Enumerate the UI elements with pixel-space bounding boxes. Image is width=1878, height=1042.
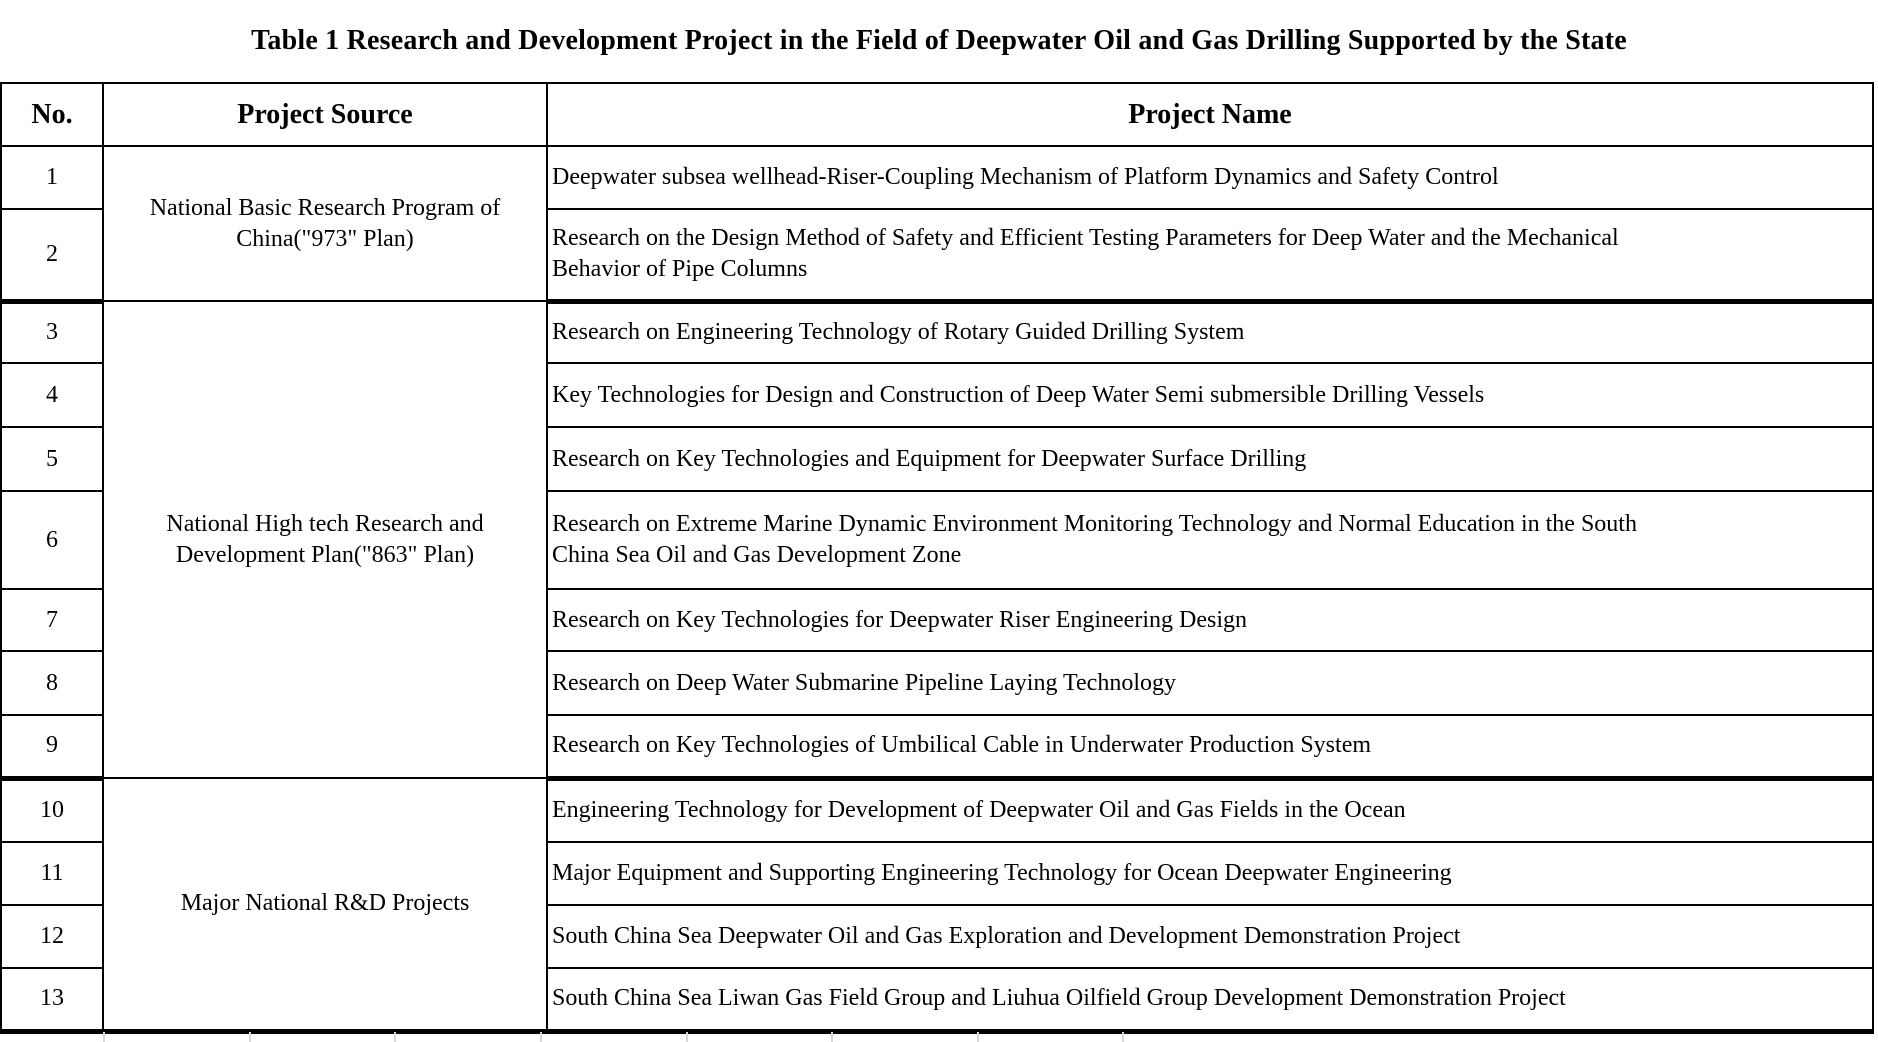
table-row: 7 Research on Key Technologies for Deepw… <box>0 588 1874 652</box>
rd-projects-table: No. Project Source Project Name 1 Nation… <box>0 82 1874 1034</box>
project-name-cell: Major Equipment and Supporting Engineeri… <box>546 841 1874 906</box>
table-row: 3 National High tech Research and Develo… <box>0 300 1874 779</box>
gridline-tick <box>831 1032 833 1042</box>
project-name-cell: South China Sea Liwan Gas Field Group an… <box>546 967 1874 1032</box>
table-row: 9 Research on Key Technologies of Umbili… <box>0 714 1874 781</box>
table-row: 11 Major Equipment and Supporting Engine… <box>0 841 1874 906</box>
table-row: 10 Major National R&D Projects Engineeri… <box>0 777 1874 1032</box>
no-cell: 11 <box>0 841 104 906</box>
project-name-cell: Research on Extreme Marine Dynamic Envir… <box>546 490 1874 590</box>
gridline-tick <box>394 1032 396 1042</box>
table-row: 5 Research on Key Technologies and Equip… <box>0 426 1874 492</box>
project-name-cell: Research on Key Technologies for Deepwat… <box>546 588 1874 652</box>
table-row: 13 South China Sea Liwan Gas Field Group… <box>0 967 1874 1032</box>
no-cell: 1 <box>0 145 104 210</box>
project-name-cell: Key Technologies for Design and Construc… <box>546 362 1874 428</box>
no-cell: 7 <box>0 588 104 652</box>
project-name-cell: Research on Engineering Technology of Ro… <box>546 300 1874 364</box>
gridline-tick <box>1122 1032 1124 1042</box>
project-name-cell: Research on Key Technologies and Equipme… <box>546 426 1874 492</box>
project-name-cell: Research on the Design Method of Safety … <box>546 208 1874 304</box>
no-cell: 3 <box>0 300 104 364</box>
source-cell-973-plan: National Basic Research Program of China… <box>102 145 548 302</box>
table-row: 12 South China Sea Deepwater Oil and Gas… <box>0 904 1874 969</box>
header-cell-no: No. <box>0 82 104 147</box>
no-cell: 10 <box>0 777 104 843</box>
table-row: 8 Research on Deep Water Submarine Pipel… <box>0 650 1874 716</box>
no-cell: 8 <box>0 650 104 716</box>
project-name-cell: Research on Key Technologies of Umbilica… <box>546 714 1874 781</box>
no-cell: 13 <box>0 967 104 1032</box>
gridline-tick <box>103 1032 105 1042</box>
gridline-tick <box>540 1032 542 1042</box>
table-row: 1 National Basic Research Program of Chi… <box>0 145 1874 302</box>
no-cell: 6 <box>0 490 104 590</box>
no-cell: 12 <box>0 904 104 969</box>
table-row: 6 Research on Extreme Marine Dynamic Env… <box>0 490 1874 590</box>
source-cell-major-national-rd: Major National R&D Projects <box>102 777 548 1032</box>
cropped-next-table-gridlines <box>0 1032 1878 1042</box>
gridline-tick <box>977 1032 979 1042</box>
no-cell: 9 <box>0 714 104 781</box>
no-cell: 5 <box>0 426 104 492</box>
gridline-tick <box>249 1032 251 1042</box>
table-row: 4 Key Technologies for Design and Constr… <box>0 362 1874 428</box>
project-name-cell: Research on Deep Water Submarine Pipelin… <box>546 650 1874 716</box>
header-cell-project-source: Project Source <box>102 82 548 147</box>
project-name-cell: South China Sea Deepwater Oil and Gas Ex… <box>546 904 1874 969</box>
page-title: Table 1 Research and Development Project… <box>251 25 1627 56</box>
header-cell-project-name: Project Name <box>546 82 1874 147</box>
table-header-row: No. Project Source Project Name <box>0 82 1874 147</box>
source-cell-863-plan: National High tech Research and Developm… <box>102 300 548 779</box>
project-name-cell: Deepwater subsea wellhead-Riser-Coupling… <box>546 145 1874 210</box>
gridline-tick <box>686 1032 688 1042</box>
no-cell: 4 <box>0 362 104 428</box>
project-name-cell: Engineering Technology for Development o… <box>546 777 1874 843</box>
no-cell: 2 <box>0 208 104 304</box>
table-row: 2 Research on the Design Method of Safet… <box>0 208 1874 304</box>
